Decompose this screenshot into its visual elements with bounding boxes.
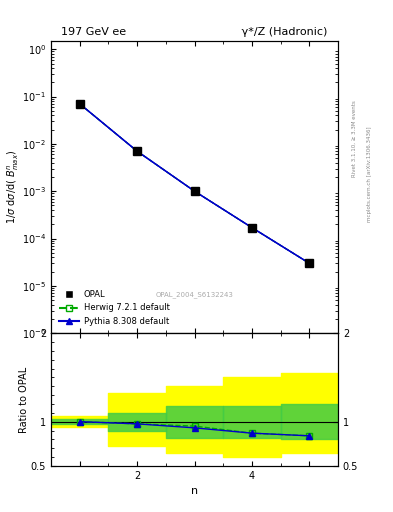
Legend: OPAL, Herwig 7.2.1 default, Pythia 8.308 default: OPAL, Herwig 7.2.1 default, Pythia 8.308… [55, 287, 173, 329]
Y-axis label: Ratio to OPAL: Ratio to OPAL [20, 367, 29, 433]
X-axis label: n: n [191, 486, 198, 496]
Title: 197 GeV ee                                 γ*/Z (Hadronic): 197 GeV ee γ*/Z (Hadronic) [61, 28, 328, 37]
Text: mcplots.cern.ch [arXiv:1306.3436]: mcplots.cern.ch [arXiv:1306.3436] [367, 126, 373, 222]
Text: OPAL_2004_S6132243: OPAL_2004_S6132243 [156, 291, 233, 298]
Y-axis label: 1/$\sigma$ d$\sigma$/d( $B^n_{max}$): 1/$\sigma$ d$\sigma$/d( $B^n_{max}$) [5, 150, 21, 224]
Text: Rivet 3.1.10, ≥ 3.3M events: Rivet 3.1.10, ≥ 3.3M events [352, 100, 357, 177]
